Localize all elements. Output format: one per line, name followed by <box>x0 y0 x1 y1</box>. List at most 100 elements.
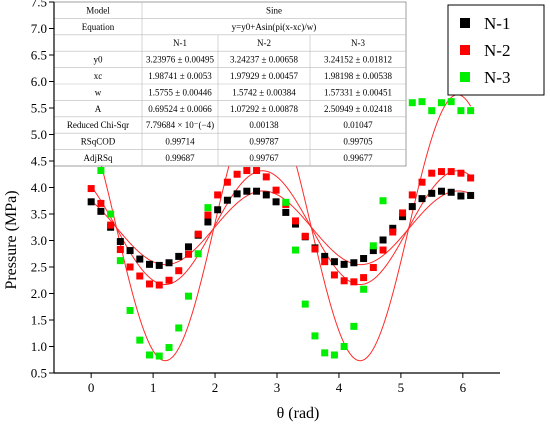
data-point-N-3 <box>379 197 387 205</box>
data-point-N-2 <box>272 186 280 194</box>
data-point-N-3 <box>330 351 338 359</box>
data-point-N-3 <box>447 98 455 106</box>
fit-table-column-header: N-3 <box>351 38 365 48</box>
y-tick-label: 7.5 <box>31 0 47 10</box>
data-point-N-1 <box>146 260 154 268</box>
fit-table-cell: 0.99687 <box>165 153 195 163</box>
data-point-N-2 <box>87 185 95 193</box>
data-point-N-3 <box>428 107 436 115</box>
data-point-N-2 <box>301 232 309 240</box>
x-tick-label: 5 <box>398 380 405 395</box>
data-point-N-1 <box>330 258 338 266</box>
x-tick-label: 1 <box>150 380 157 395</box>
data-point-N-2 <box>165 276 173 284</box>
data-point-N-2 <box>116 246 124 254</box>
data-point-N-3 <box>194 250 202 258</box>
data-point-N-1 <box>165 259 173 267</box>
fit-table-row-label: xc <box>94 71 103 81</box>
data-point-N-2 <box>233 170 241 178</box>
legend-marker-N-2 <box>460 45 470 55</box>
data-point-N-2 <box>389 228 397 236</box>
data-point-N-2 <box>214 191 222 199</box>
data-point-N-1 <box>350 259 358 267</box>
data-point-N-3 <box>126 306 134 314</box>
data-point-N-3 <box>136 336 144 344</box>
fit-table-cell: 1.57331 ± 0.00451 <box>324 87 392 97</box>
data-point-N-2 <box>399 209 407 217</box>
x-tick-label: 2 <box>212 380 219 395</box>
data-point-N-3 <box>155 352 163 360</box>
fit-table-row-label: A <box>95 104 102 114</box>
data-point-N-2 <box>262 173 270 181</box>
data-point-N-1 <box>360 255 368 263</box>
data-point-N-3 <box>437 99 445 107</box>
data-point-N-1 <box>233 190 241 198</box>
fit-table-cell: 0.99677 <box>343 153 373 163</box>
fit-table-row-label: Reduced Chi-Sqr <box>67 120 129 130</box>
fit-table-cell: 3.23976 ± 0.00495 <box>146 55 214 65</box>
y-tick-label: 6.5 <box>31 48 47 63</box>
fit-table-cell: 0.01047 <box>343 120 373 130</box>
data-point-N-2 <box>457 169 465 177</box>
data-point-N-3 <box>467 107 475 115</box>
data-point-N-2 <box>350 278 358 286</box>
fit-table-cell: 1.5742 ± 0.00384 <box>232 87 296 97</box>
data-point-N-2 <box>467 174 475 182</box>
data-point-N-1 <box>428 189 436 197</box>
data-point-N-2 <box>360 274 368 282</box>
fit-table-cell: 0.99767 <box>249 153 279 163</box>
data-point-N-1 <box>97 207 105 215</box>
fit-table-equation-label: Equation <box>82 22 115 32</box>
fit-curve-N-2 <box>90 170 471 286</box>
fit-table-cell: 7.79684 × 10⁻(−4) <box>146 120 214 130</box>
data-point-N-1 <box>262 191 270 199</box>
data-point-N-3 <box>204 204 212 212</box>
data-point-N-1 <box>399 213 407 221</box>
data-point-N-1 <box>136 255 144 263</box>
data-point-N-2 <box>184 250 192 258</box>
legend-label-N-3: N-3 <box>484 68 510 87</box>
fit-table-row-label: RSqCOD <box>81 137 116 147</box>
fit-table-row-label: AdjRSq <box>83 153 113 163</box>
fit-table-column-header: N-1 <box>173 38 187 48</box>
data-point-N-1 <box>457 192 465 200</box>
y-tick-label: 1.0 <box>31 339 47 354</box>
data-point-N-3 <box>340 343 348 350</box>
data-point-N-1 <box>437 187 445 195</box>
data-point-N-3 <box>457 107 465 115</box>
data-point-N-1 <box>175 252 183 260</box>
data-point-N-3 <box>301 300 309 308</box>
fit-table-cell: 3.24237 ± 0.00658 <box>230 55 298 65</box>
data-point-N-3 <box>184 292 192 300</box>
data-point-N-2 <box>292 217 300 225</box>
x-tick-label: 3 <box>274 380 281 395</box>
data-point-N-3 <box>311 332 319 340</box>
x-tick-label: 6 <box>460 380 467 395</box>
y-tick-label: 3.0 <box>31 233 47 248</box>
y-tick-label: 5.5 <box>31 101 47 116</box>
data-point-N-3 <box>175 324 183 332</box>
fit-table-cell: 1.07292 ± 0.00878 <box>230 104 298 114</box>
fit-table-row-label: w <box>95 87 102 97</box>
data-point-N-3 <box>107 210 115 218</box>
data-point-N-3 <box>292 246 300 254</box>
y-tick-label: 2.0 <box>31 286 47 301</box>
data-point-N-2 <box>340 277 348 285</box>
data-point-N-1 <box>243 187 251 195</box>
y-tick-label: 0.5 <box>31 366 47 381</box>
data-points <box>87 96 475 360</box>
data-point-N-2 <box>369 264 377 272</box>
data-point-N-1 <box>340 260 348 268</box>
data-point-N-1 <box>379 236 387 244</box>
fit-table-cell: 0.00138 <box>249 120 279 130</box>
data-point-N-1 <box>214 206 222 214</box>
data-point-N-1 <box>184 243 192 251</box>
fit-curve-N-1 <box>90 190 471 266</box>
data-point-N-1 <box>272 198 280 206</box>
data-point-N-1 <box>87 198 95 206</box>
data-point-N-2 <box>418 178 426 186</box>
data-point-N-1 <box>155 261 163 269</box>
data-point-N-2 <box>330 271 338 279</box>
data-point-N-2 <box>408 191 416 199</box>
data-point-N-3 <box>408 99 416 107</box>
